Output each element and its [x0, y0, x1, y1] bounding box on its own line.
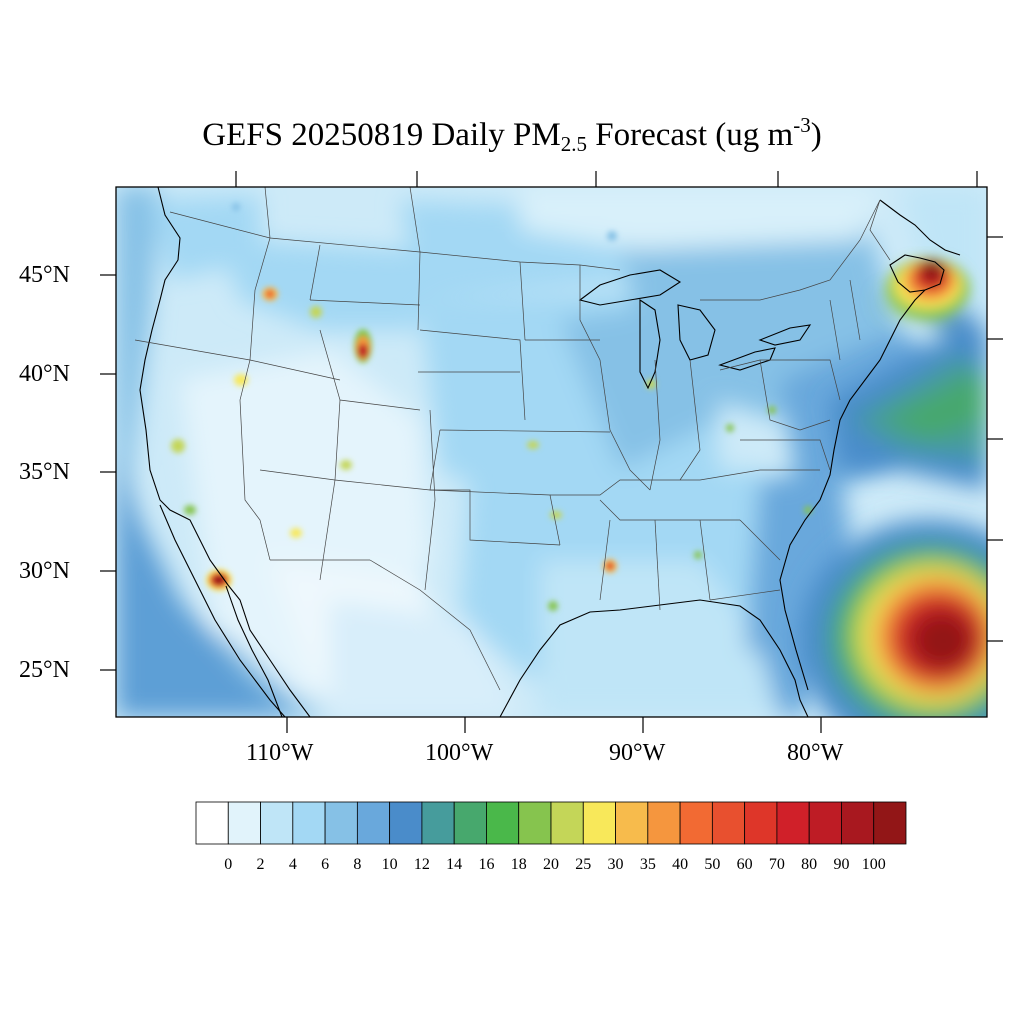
lon-label-80w: 80°W	[787, 740, 844, 766]
colorbar-box	[356, 801, 391, 845]
colorbar-box	[711, 801, 746, 845]
lon-label-110w: 110°W	[246, 740, 314, 766]
colorbar-box	[195, 801, 229, 845]
plot-frame	[115, 186, 988, 718]
colorbar-label: 90	[833, 856, 850, 873]
colorbar-label: 4	[288, 856, 297, 873]
colorbar-box	[292, 801, 326, 845]
colorbar-label: 100	[861, 856, 886, 873]
colorbar-label: 30	[607, 856, 624, 873]
colorbar-box	[776, 801, 810, 845]
colorbar-box	[324, 801, 358, 845]
title-suffix: )	[810, 117, 822, 153]
colorbar-label: 25	[575, 856, 592, 873]
colorbar-label: 2	[256, 856, 265, 873]
colorbar-label: 18	[510, 856, 527, 873]
colorbar-label: 16	[478, 856, 495, 873]
nova-scotia-hotspot	[886, 258, 970, 318]
lat-label-45: 45°N	[19, 262, 70, 288]
colorbar-label: 10	[381, 856, 398, 873]
colorbar-box	[486, 801, 520, 845]
colorbar-box	[808, 801, 842, 845]
colorbar-label: 80	[801, 856, 818, 873]
title-subscript: 2.5	[560, 132, 587, 156]
state-boundaries	[134, 199, 881, 691]
colorbar-label: 50	[704, 856, 721, 873]
colorbar-label: 20	[543, 856, 559, 873]
lon-label-100w: 100°W	[425, 740, 494, 766]
colorbar-box	[227, 801, 261, 845]
lat-label-30: 30°N	[19, 558, 70, 584]
title-middle: Forecast (ug m	[587, 117, 794, 153]
colorbar-label: 0	[224, 856, 233, 873]
bottom-ticks	[286, 717, 822, 733]
lat-label-25: 25°N	[19, 657, 70, 683]
colorbar-box	[841, 801, 875, 845]
title-prefix: GEFS 20250819 Daily PM	[202, 117, 561, 153]
colorbar-label: 14	[446, 856, 463, 873]
atlantic-plume-south	[800, 520, 987, 717]
colorbar-box	[582, 801, 616, 845]
colorbar-box	[744, 801, 778, 845]
colorbar-box	[550, 801, 584, 845]
colorbar-box	[260, 801, 294, 845]
colorbar-box	[679, 801, 713, 845]
lat-label-35: 35°N	[19, 459, 70, 485]
canada-boundaries	[264, 187, 891, 261]
colorbar-label: 70	[768, 856, 785, 873]
colorbar-label: 8	[353, 856, 362, 873]
left-ticks	[100, 274, 116, 671]
colorbar-box	[873, 801, 907, 845]
lon-label-90w: 90°W	[609, 740, 666, 766]
colorbar-box	[647, 801, 681, 845]
right-ticks	[987, 236, 1003, 642]
title-superscript: -3	[793, 113, 811, 137]
colorbar-label: 6	[321, 856, 330, 873]
colorbar-box	[389, 801, 423, 845]
colorbar-label: 60	[736, 856, 753, 873]
colorbar-label: 12	[413, 856, 430, 873]
colorbar	[195, 801, 907, 845]
top-ticks	[235, 171, 978, 187]
lat-label-40: 40°N	[19, 361, 70, 387]
map-field	[116, 187, 987, 717]
coastlines	[139, 187, 961, 717]
colorbar-label: 35	[639, 856, 656, 873]
colorbar-box	[453, 801, 487, 845]
field-patches	[116, 187, 987, 717]
map-title: GEFS 20250819 Daily PM2.5 Forecast (ug m…	[0, 113, 1024, 157]
colorbar-label: 40	[672, 856, 689, 873]
colorbar-box	[615, 801, 649, 845]
colorbar-box	[421, 801, 455, 845]
colorbar-box	[518, 801, 552, 845]
